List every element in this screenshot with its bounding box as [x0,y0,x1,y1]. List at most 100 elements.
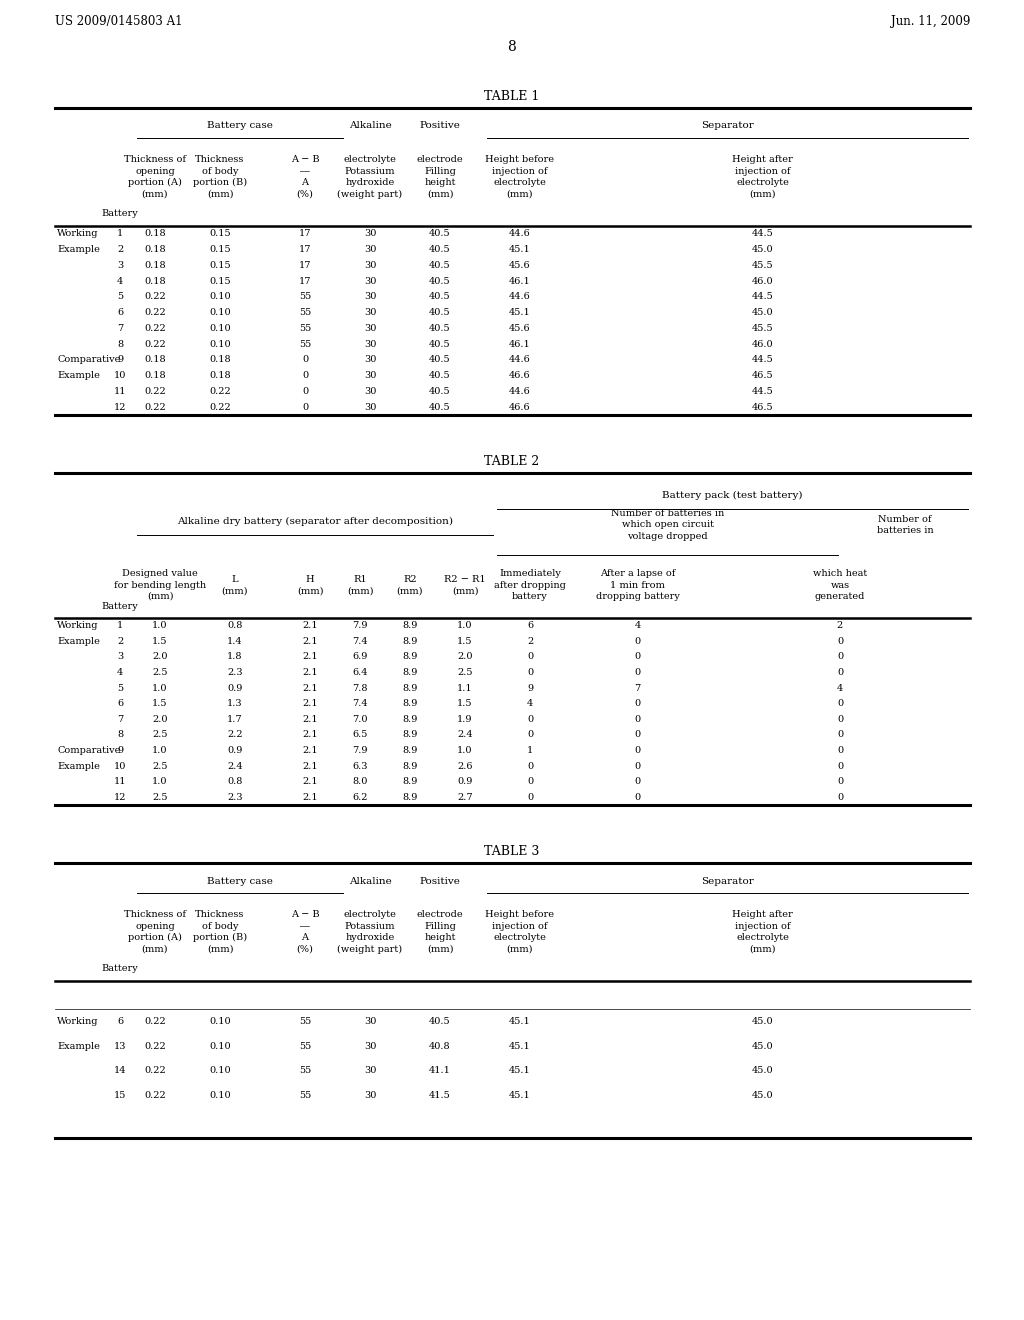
Text: A − B
―
A
(%): A − B ― A (%) [291,156,319,199]
Text: 2.1: 2.1 [302,793,317,801]
Text: which heat
was
generated: which heat was generated [813,569,867,601]
Text: 2.0: 2.0 [153,715,168,723]
Text: 2.1: 2.1 [302,777,317,787]
Text: 30: 30 [364,277,376,285]
Text: 2.1: 2.1 [302,622,317,630]
Text: 40.5: 40.5 [429,261,451,269]
Text: 7.4: 7.4 [352,636,368,645]
Text: Thickness
of body
portion (B)
(mm): Thickness of body portion (B) (mm) [193,911,247,954]
Text: 2.1: 2.1 [302,715,317,723]
Text: 0: 0 [302,371,308,380]
Text: Comparative: Comparative [57,355,121,364]
Text: 2.4: 2.4 [457,730,473,739]
Text: Battery: Battery [101,602,138,611]
Text: Immediately
after dropping
battery: Immediately after dropping battery [494,569,566,601]
Text: 1.0: 1.0 [153,684,168,693]
Text: Alkaline dry battery (separator after decomposition): Alkaline dry battery (separator after de… [177,516,453,525]
Text: 0.22: 0.22 [144,323,166,333]
Text: 6: 6 [117,700,123,709]
Text: US 2009/0145803 A1: US 2009/0145803 A1 [55,15,182,28]
Text: 0.22: 0.22 [144,1016,166,1026]
Text: 2.1: 2.1 [302,762,317,771]
Text: Separator: Separator [701,876,754,886]
Text: 46.1: 46.1 [509,277,530,285]
Text: 8.9: 8.9 [402,668,418,677]
Text: 2.5: 2.5 [458,668,473,677]
Text: 0.8: 0.8 [227,777,243,787]
Text: 0.18: 0.18 [144,371,166,380]
Text: Working: Working [57,622,98,630]
Text: 45.5: 45.5 [752,261,773,269]
Text: 30: 30 [364,1016,376,1026]
Text: Thickness
of body
portion (B)
(mm): Thickness of body portion (B) (mm) [193,156,247,199]
Text: 55: 55 [299,1067,311,1076]
Text: 45.1: 45.1 [509,308,530,317]
Text: 0.22: 0.22 [209,403,230,412]
Text: 0.18: 0.18 [209,371,230,380]
Text: 0.15: 0.15 [209,277,230,285]
Text: 40.5: 40.5 [429,292,451,301]
Text: 30: 30 [364,339,376,348]
Text: 1.5: 1.5 [153,636,168,645]
Text: 0.10: 0.10 [209,292,230,301]
Text: R1
(mm): R1 (mm) [347,574,374,595]
Text: 1.4: 1.4 [227,636,243,645]
Text: electrolyte
Potassium
hydroxide
(weight part): electrolyte Potassium hydroxide (weight … [338,911,402,954]
Text: 40.5: 40.5 [429,230,451,239]
Text: After a lapse of
1 min from
dropping battery: After a lapse of 1 min from dropping bat… [596,569,680,601]
Text: 2.1: 2.1 [302,746,317,755]
Text: 7.8: 7.8 [352,684,368,693]
Text: 0.22: 0.22 [144,403,166,412]
Text: 0: 0 [635,762,641,771]
Text: 4: 4 [117,277,123,285]
Text: 1.8: 1.8 [227,652,243,661]
Text: 2.5: 2.5 [153,730,168,739]
Text: 0.22: 0.22 [144,1041,166,1051]
Text: 0: 0 [635,652,641,661]
Text: Designed value
for bending length
(mm): Designed value for bending length (mm) [114,569,206,601]
Text: 6.2: 6.2 [352,793,368,801]
Text: 0: 0 [527,762,534,771]
Text: 4: 4 [527,700,534,709]
Text: Comparative: Comparative [57,746,121,755]
Text: 1: 1 [117,230,123,239]
Text: Battery case: Battery case [207,121,273,131]
Text: 0: 0 [635,730,641,739]
Text: 10: 10 [114,371,126,380]
Text: 30: 30 [364,323,376,333]
Text: 30: 30 [364,1067,376,1076]
Text: 7.9: 7.9 [352,746,368,755]
Text: Alkaline: Alkaline [348,121,391,131]
Text: 0.18: 0.18 [209,355,230,364]
Text: 0: 0 [527,715,534,723]
Text: 41.5: 41.5 [429,1092,451,1100]
Text: 0.15: 0.15 [209,246,230,255]
Text: 11: 11 [114,387,126,396]
Text: 2: 2 [117,246,123,255]
Text: 2.1: 2.1 [302,668,317,677]
Text: Working: Working [57,1016,98,1026]
Text: 2.1: 2.1 [302,636,317,645]
Text: 6: 6 [527,622,534,630]
Text: 44.5: 44.5 [752,230,773,239]
Text: 40.5: 40.5 [429,277,451,285]
Text: 2.6: 2.6 [458,762,473,771]
Text: 44.5: 44.5 [752,355,773,364]
Text: 0.22: 0.22 [144,387,166,396]
Text: 8.9: 8.9 [402,746,418,755]
Text: 45.5: 45.5 [752,323,773,333]
Text: 11: 11 [114,777,126,787]
Text: 45.1: 45.1 [509,246,530,255]
Text: 17: 17 [299,246,311,255]
Text: 9: 9 [117,746,123,755]
Text: 0: 0 [837,793,843,801]
Text: Jun. 11, 2009: Jun. 11, 2009 [891,15,970,28]
Text: Battery: Battery [101,209,138,218]
Text: 1.0: 1.0 [153,746,168,755]
Text: 1.5: 1.5 [153,700,168,709]
Text: 0.18: 0.18 [144,355,166,364]
Text: 44.6: 44.6 [509,230,530,239]
Text: 8.9: 8.9 [402,793,418,801]
Text: Height before
injection of
electrolyte
(mm): Height before injection of electrolyte (… [485,911,555,953]
Text: 0.15: 0.15 [209,261,230,269]
